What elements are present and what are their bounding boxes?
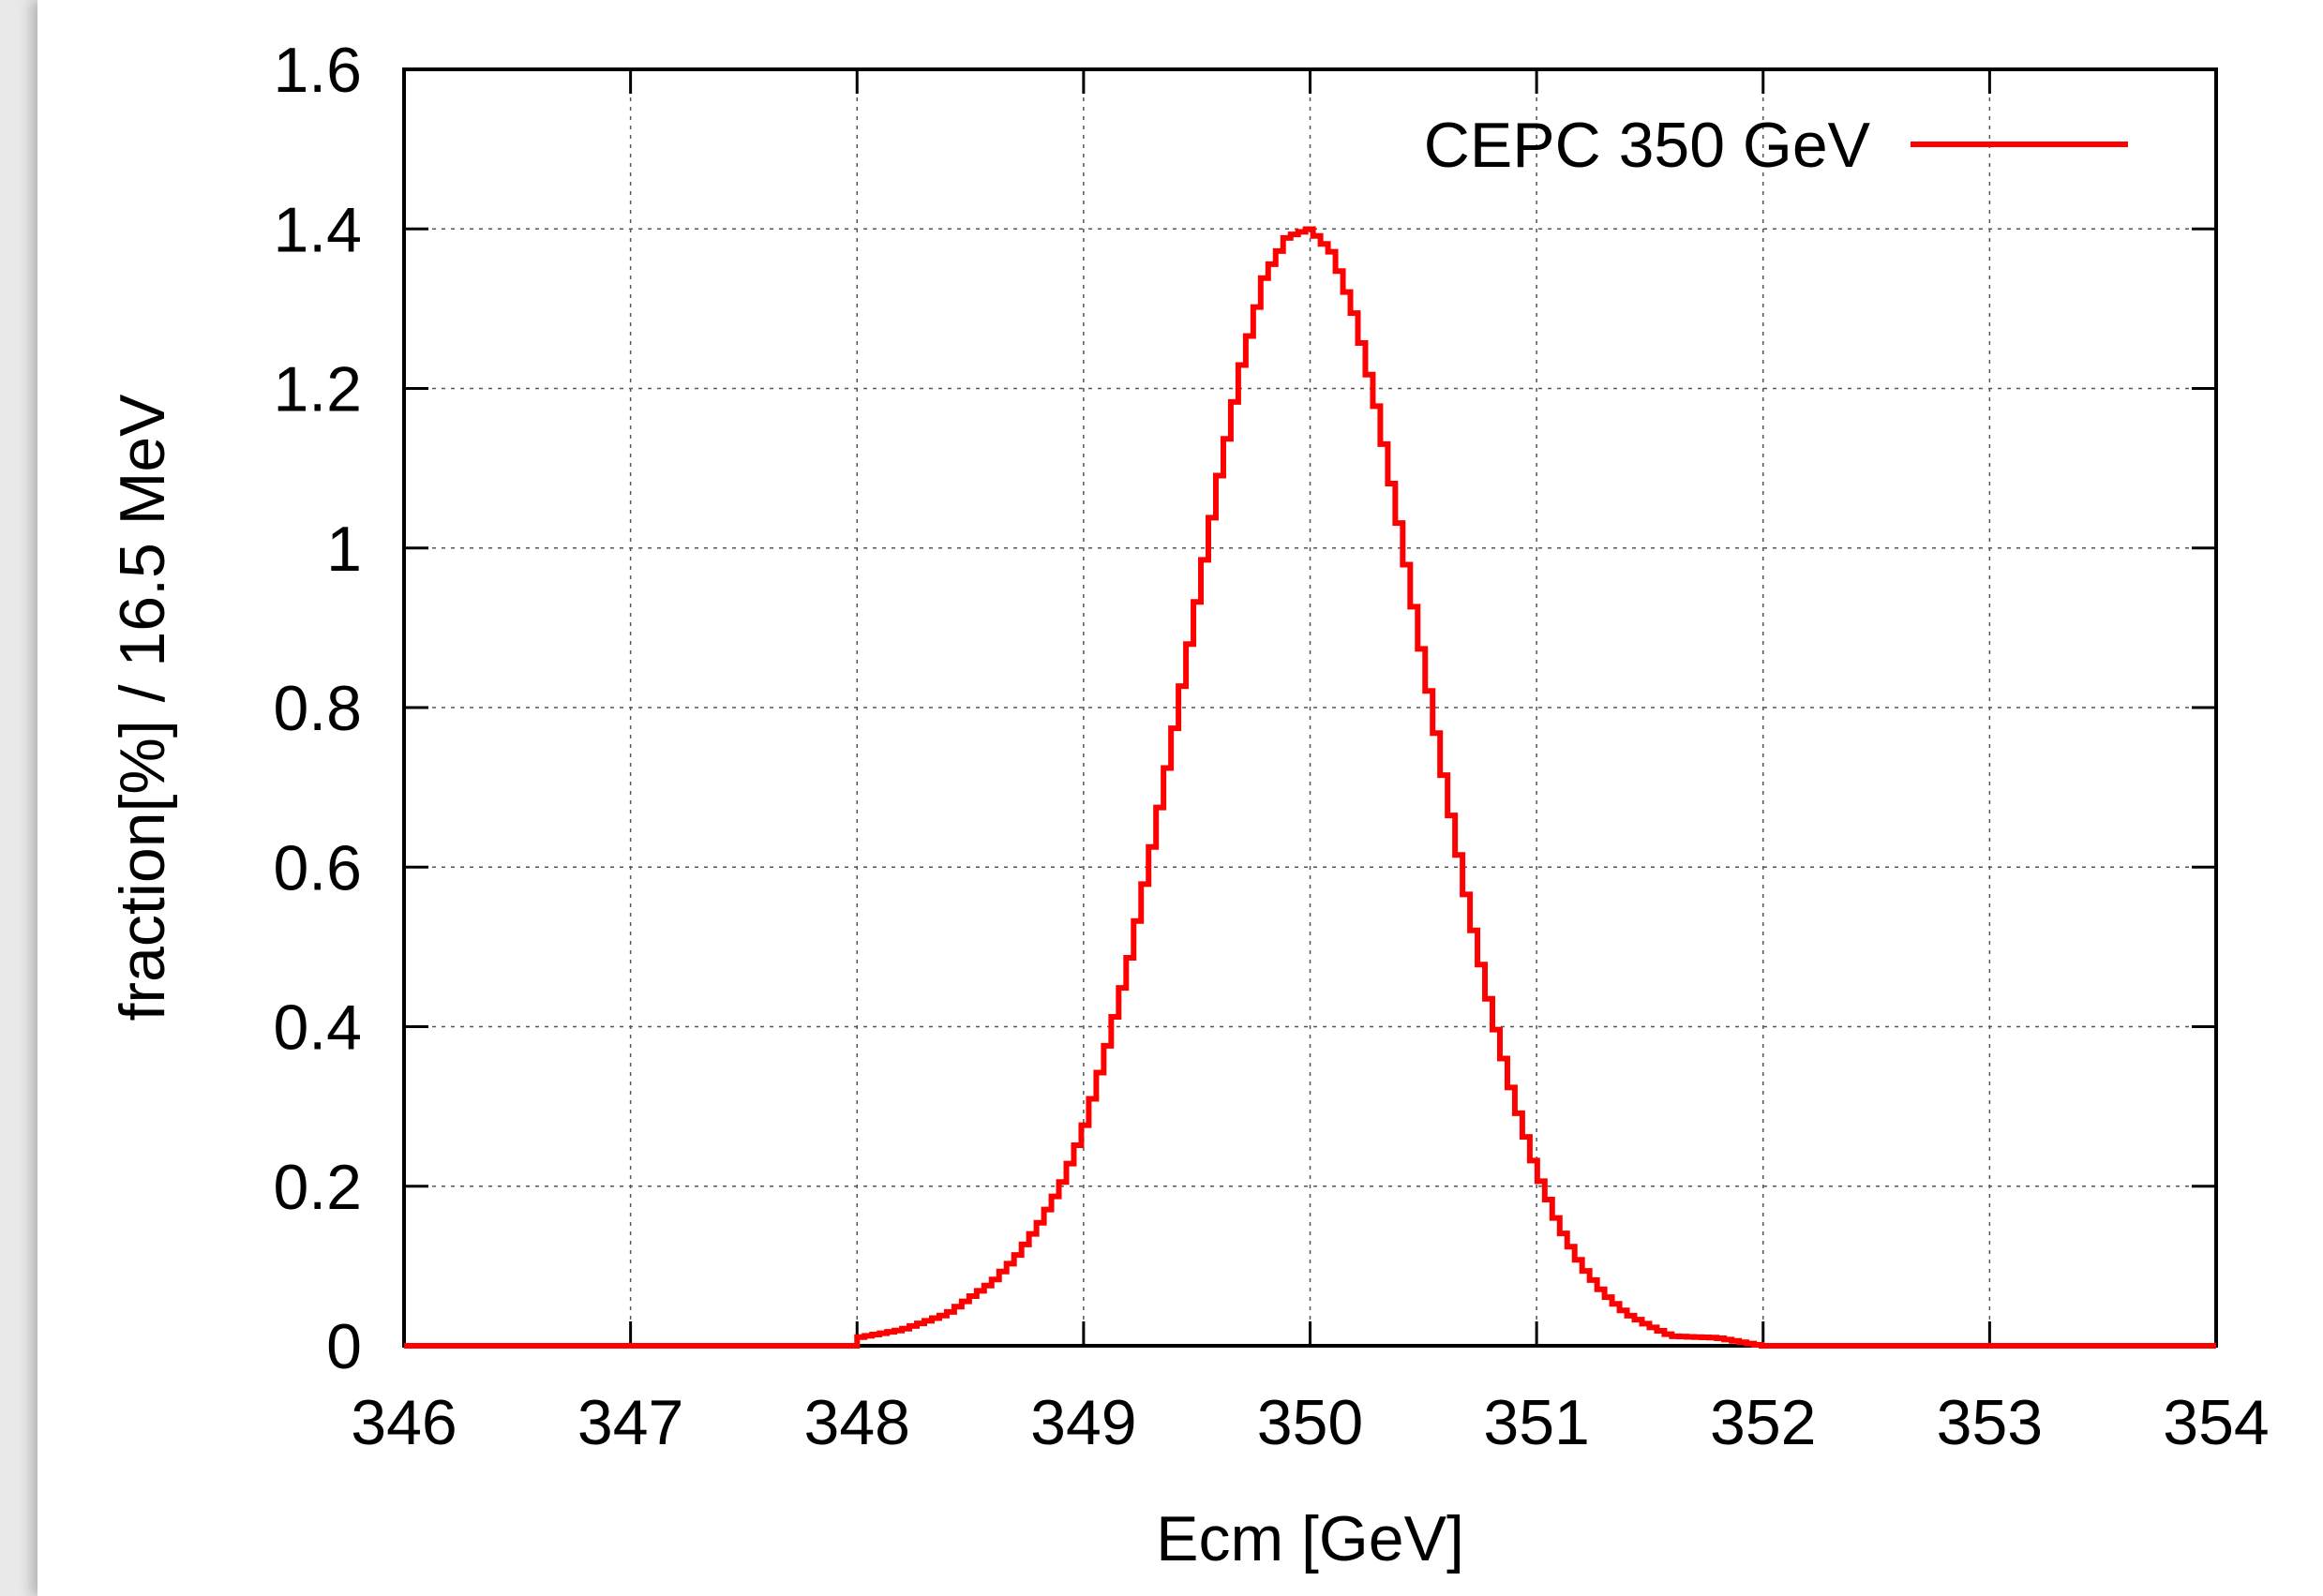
y-tick-label: 0.6 <box>273 832 362 903</box>
chart-figure: 346 347 348 349 350 351 352 353 354 0 0.2 0.4 0.6 0.… <box>37 0 2323 1596</box>
y-tick-label: 1.4 <box>273 194 362 265</box>
y-tick-label: 0 <box>326 1311 362 1382</box>
y-tick-label: 1.6 <box>273 35 362 106</box>
x-tick-labels: 346 347 348 349 350 351 352 353 354 <box>351 1387 2269 1458</box>
plot-frame <box>402 67 2218 1348</box>
x-tick-label: 348 <box>804 1387 910 1458</box>
x-tick-label: 349 <box>1030 1387 1136 1458</box>
x-tick-label: 347 <box>577 1387 683 1458</box>
x-tick-label: 354 <box>2163 1387 2269 1458</box>
y-tick-labels: 0 0.2 0.4 0.6 0.8 1 1.2 1.4 1.6 <box>273 35 362 1382</box>
y-tick-label: 0.8 <box>273 673 362 744</box>
x-tick-label: 346 <box>351 1387 457 1458</box>
y-axis-title: fraction[%] / 16.5 MeV <box>107 394 178 1022</box>
grid-lines <box>404 69 2216 1346</box>
x-tick-label: 351 <box>1483 1387 1589 1458</box>
y-tick-label: 0.2 <box>273 1152 362 1223</box>
legend: CEPC 350 GeV <box>1424 110 2128 181</box>
x-axis-title: Ecm [GeV] <box>1156 1503 1464 1574</box>
x-tick-label: 350 <box>1257 1387 1363 1458</box>
x-tick-label: 352 <box>1710 1387 1816 1458</box>
y-tick-label: 1 <box>326 514 362 585</box>
y-tick-label: 0.4 <box>273 992 362 1064</box>
series-line-cepc-350-gev <box>404 226 2216 1349</box>
y-tick-label: 1.2 <box>273 354 362 425</box>
chart-svg: 346 347 348 349 350 351 352 353 354 0 0.2 0.4 0.6 0.… <box>107 35 2270 1574</box>
legend-label: CEPC 350 GeV <box>1424 110 1871 181</box>
x-tick-label: 353 <box>1937 1387 2043 1458</box>
